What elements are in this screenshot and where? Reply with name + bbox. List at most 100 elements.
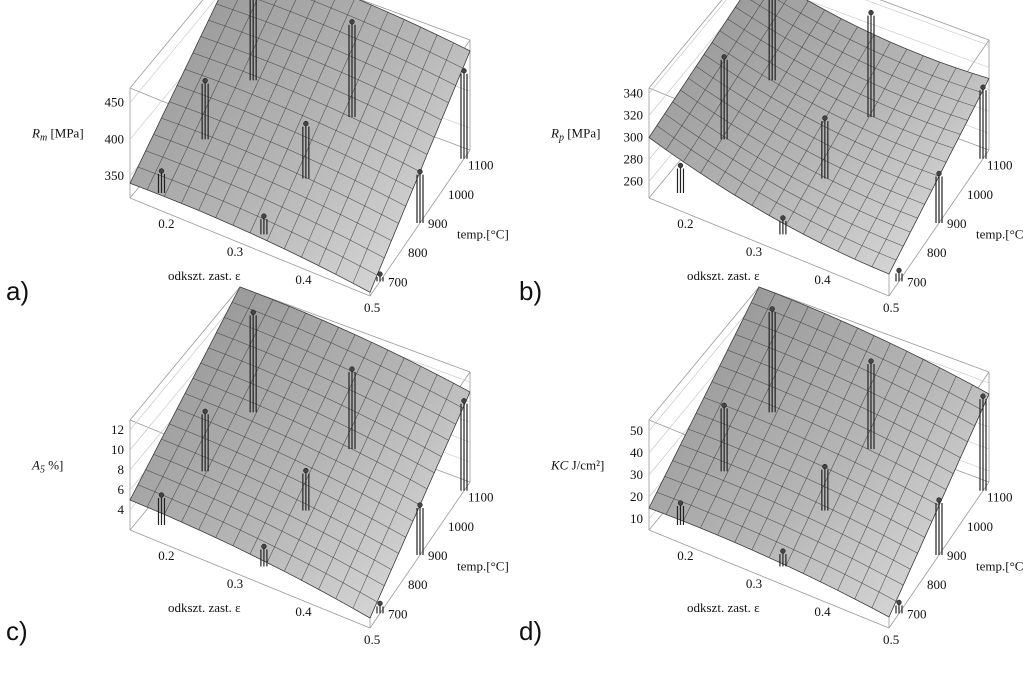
x-axis-title: odkszt. zast. ε [687, 268, 760, 283]
y-tick-label: 800 [927, 577, 947, 592]
mesh-line [310, 0, 464, 69]
y-tick-label: 1100 [987, 490, 1013, 505]
z-axis-subscript: m [40, 133, 47, 144]
mesh-line [648, 507, 890, 618]
mesh-line [696, 413, 933, 522]
z-tick-label: 400 [105, 131, 125, 146]
mesh-line [153, 134, 392, 241]
data-point [377, 271, 383, 277]
z-axis-subscript: 5 [40, 465, 45, 476]
mesh-line [258, 0, 456, 86]
mesh-line [224, 317, 456, 425]
box-edge [879, 0, 990, 41]
mesh-line [216, 332, 449, 441]
y-axis-title: temp.[°C] [976, 226, 1023, 241]
mesh-line [672, 460, 911, 570]
data-point [461, 398, 467, 404]
mesh-line [239, 286, 471, 393]
y-tick-label: 700 [907, 274, 927, 289]
x-tick-label: 0.3 [746, 576, 762, 591]
mesh-line [192, 52, 428, 155]
data-point [980, 393, 986, 399]
mesh-line [200, 362, 435, 473]
mesh-line [664, 113, 904, 247]
x-tick-label: 0.4 [814, 272, 831, 287]
mesh-line [750, 0, 975, 107]
box-edge [360, 0, 471, 41]
data-point [896, 599, 902, 606]
z-tick-label: 10 [630, 511, 643, 526]
z-tick-label: 260 [624, 174, 644, 189]
data-point [417, 169, 423, 175]
z-tick-label: 280 [624, 152, 644, 167]
data-point [377, 600, 383, 607]
data-point [980, 84, 986, 90]
data-point [417, 502, 423, 508]
y-axis-title: temp.[°C] [457, 226, 509, 241]
y-tick-label: 700 [388, 606, 408, 621]
y-tick-label: 1100 [468, 490, 494, 505]
mesh-line [648, 137, 890, 275]
z-axis-symbol: R [550, 126, 559, 141]
y-axis-title: temp.[°C] [976, 558, 1023, 573]
y-tick-label: 900 [428, 548, 448, 563]
x-tick-label: 0.5 [883, 300, 899, 315]
mesh-line [695, 66, 932, 191]
mesh-line [161, 438, 399, 554]
box-edge [129, 529, 371, 629]
mesh-line [177, 85, 414, 190]
mesh-line [184, 68, 421, 172]
data-point [936, 170, 942, 177]
data-point [261, 543, 267, 550]
mesh-line [137, 166, 378, 276]
data-point [936, 497, 942, 503]
data-point [303, 467, 309, 474]
box-edge [129, 0, 204, 89]
data-point [158, 492, 165, 498]
mesh-line [216, 3, 449, 103]
data-point [202, 78, 208, 84]
y-tick-label: 1100 [468, 158, 494, 173]
side-wall-gridline [648, 297, 760, 432]
x-tick-label: 0.4 [814, 604, 831, 619]
mesh-line [145, 150, 385, 259]
mesh-line [727, 18, 961, 135]
z-axis-title: Rp [MPa] [550, 126, 600, 144]
data-point [868, 9, 874, 16]
mesh-line [200, 36, 435, 138]
data-point [822, 463, 828, 470]
mesh-line [184, 393, 421, 506]
z-tick-label: 4 [118, 502, 125, 517]
z-axis-title: A5 %] [31, 458, 63, 476]
x-axis-title: odkszt. zast. ε [168, 268, 241, 283]
z-axis-symbol: A [31, 458, 40, 473]
z-tick-label: 50 [630, 423, 643, 438]
z-tick-label: 320 [624, 108, 644, 123]
z-axis-unit: [MPa] [564, 126, 600, 141]
data-point [780, 215, 786, 221]
box-edge [648, 529, 890, 629]
mesh-line [680, 89, 918, 219]
mesh-line [703, 397, 940, 506]
mesh-line [176, 408, 414, 522]
mesh-line [656, 491, 897, 602]
x-tick-label: 0.2 [158, 548, 174, 563]
mesh-line [656, 125, 897, 261]
mesh-line [672, 101, 911, 233]
z-axis-title: KC J/cm²] [550, 458, 604, 473]
y-tick-label: 1000 [967, 519, 993, 534]
mesh-line [664, 476, 904, 586]
z-axis-title: Rm [MPa] [31, 126, 84, 144]
z-tick-label: 30 [630, 467, 643, 482]
x-tick-label: 0.2 [677, 548, 693, 563]
mesh-line [711, 42, 947, 163]
z-tick-label: 300 [624, 130, 644, 145]
data-point [721, 402, 727, 408]
y-tick-label: 700 [388, 274, 408, 289]
mesh-line [735, 6, 968, 121]
data-point [349, 366, 355, 372]
data-point [461, 68, 467, 74]
mesh-line [129, 499, 371, 619]
